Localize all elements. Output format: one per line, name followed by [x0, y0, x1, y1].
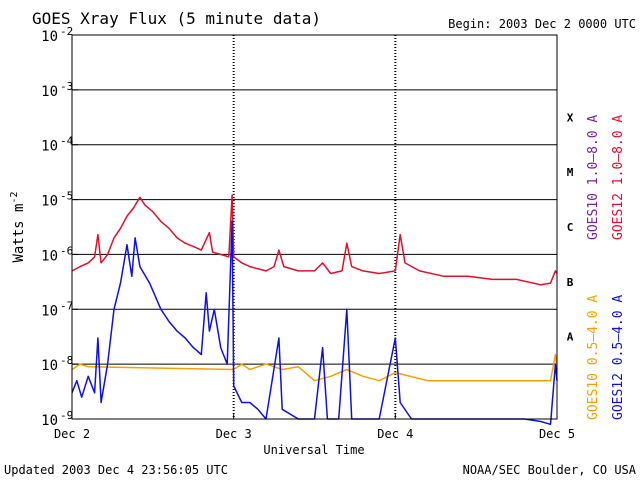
x-axis-ticks: Dec 2 Dec 3 Dec 4 Dec 5 — [54, 413, 575, 441]
y-axis-label-exponent: -2 — [9, 191, 20, 203]
y-axis-ticks: 10-210-310-410-510-610-710-810-9 — [41, 25, 78, 429]
updated-timestamp: Updated 2003 Dec 4 23:56:05 UTC — [4, 463, 228, 477]
y-axis-label: Watts m-2 — [9, 191, 27, 262]
y-tick-label: 10 — [41, 194, 58, 210]
flare-class-a: A — [567, 331, 574, 344]
y-tick-exponent: -7 — [60, 299, 73, 312]
y-tick-exponent: -8 — [60, 354, 73, 367]
flare-class-b: B — [567, 276, 574, 289]
y-tick-base: 10 — [41, 413, 58, 429]
x-tick-label: Dec 5 — [539, 427, 575, 441]
y-tick-label: 10 — [41, 29, 58, 45]
credit-text: NOAA/SEC Boulder, CO USA — [463, 463, 637, 477]
y-axis-label-text: Watts m — [11, 204, 27, 263]
x-tick-label: Dec 2 — [54, 427, 90, 441]
legend-entry: GOES10 0.5–4.0 A — [586, 295, 601, 420]
plot-frame — [71, 34, 558, 420]
x-tick-label: Dec 4 — [377, 427, 413, 441]
legend: GOES10 1.0–8.0 A GOES12 1.0–8.0 A GOES10 0… — [586, 115, 626, 420]
series-line-goes12-1-0-8-0-a — [71, 194, 558, 286]
y-tick-label: 10 — [41, 248, 58, 264]
legend-entry: GOES12 1.0–8.0 A — [611, 115, 626, 240]
y-tick-label: 10 — [41, 413, 58, 429]
y-tick-label: 10 — [41, 303, 58, 319]
begin-time: Begin: 2003 Dec 2 0000 UTC — [448, 17, 636, 31]
y-tick-exponent: -6 — [60, 244, 73, 257]
x-tick-label: Dec 3 — [216, 427, 252, 441]
y-tick-base: 10 — [41, 29, 58, 45]
y-tick-exponent: -4 — [60, 135, 74, 148]
legend-entry: GOES10 1.0–8.0 A — [586, 115, 601, 240]
flare-class-c: C — [567, 221, 574, 234]
flare-class-labels: X M C B A — [567, 111, 574, 343]
y-tick-exponent: -3 — [60, 80, 73, 93]
y-tick-label: 10 — [41, 139, 58, 155]
y-tick-exponent: -2 — [60, 25, 73, 38]
y-tick-exponent: -9 — [60, 409, 73, 422]
flare-class-x: X — [567, 111, 574, 124]
y-tick-base: 10 — [41, 84, 58, 100]
y-tick-base: 10 — [41, 248, 58, 264]
flare-class-m: M — [567, 166, 574, 179]
y-tick-base: 10 — [41, 358, 58, 374]
y-tick-exponent: -5 — [60, 190, 73, 203]
y-tick-base: 10 — [41, 194, 58, 210]
chart-title: GOES Xray Flux (5 minute data) — [32, 9, 321, 28]
series-line-goes10-0-5-4-0-a — [71, 353, 558, 382]
plot-grid — [72, 35, 557, 419]
y-tick-label: 10 — [41, 84, 58, 100]
x-axis-label: Universal Time — [263, 443, 364, 457]
y-tick-base: 10 — [41, 303, 58, 319]
legend-entry: GOES12 0.5–4.0 A — [611, 295, 626, 420]
y-tick-label: 10 — [41, 358, 58, 374]
y-tick-base: 10 — [41, 139, 58, 155]
series-line-goes12-0-5-4-0-a — [71, 220, 558, 426]
